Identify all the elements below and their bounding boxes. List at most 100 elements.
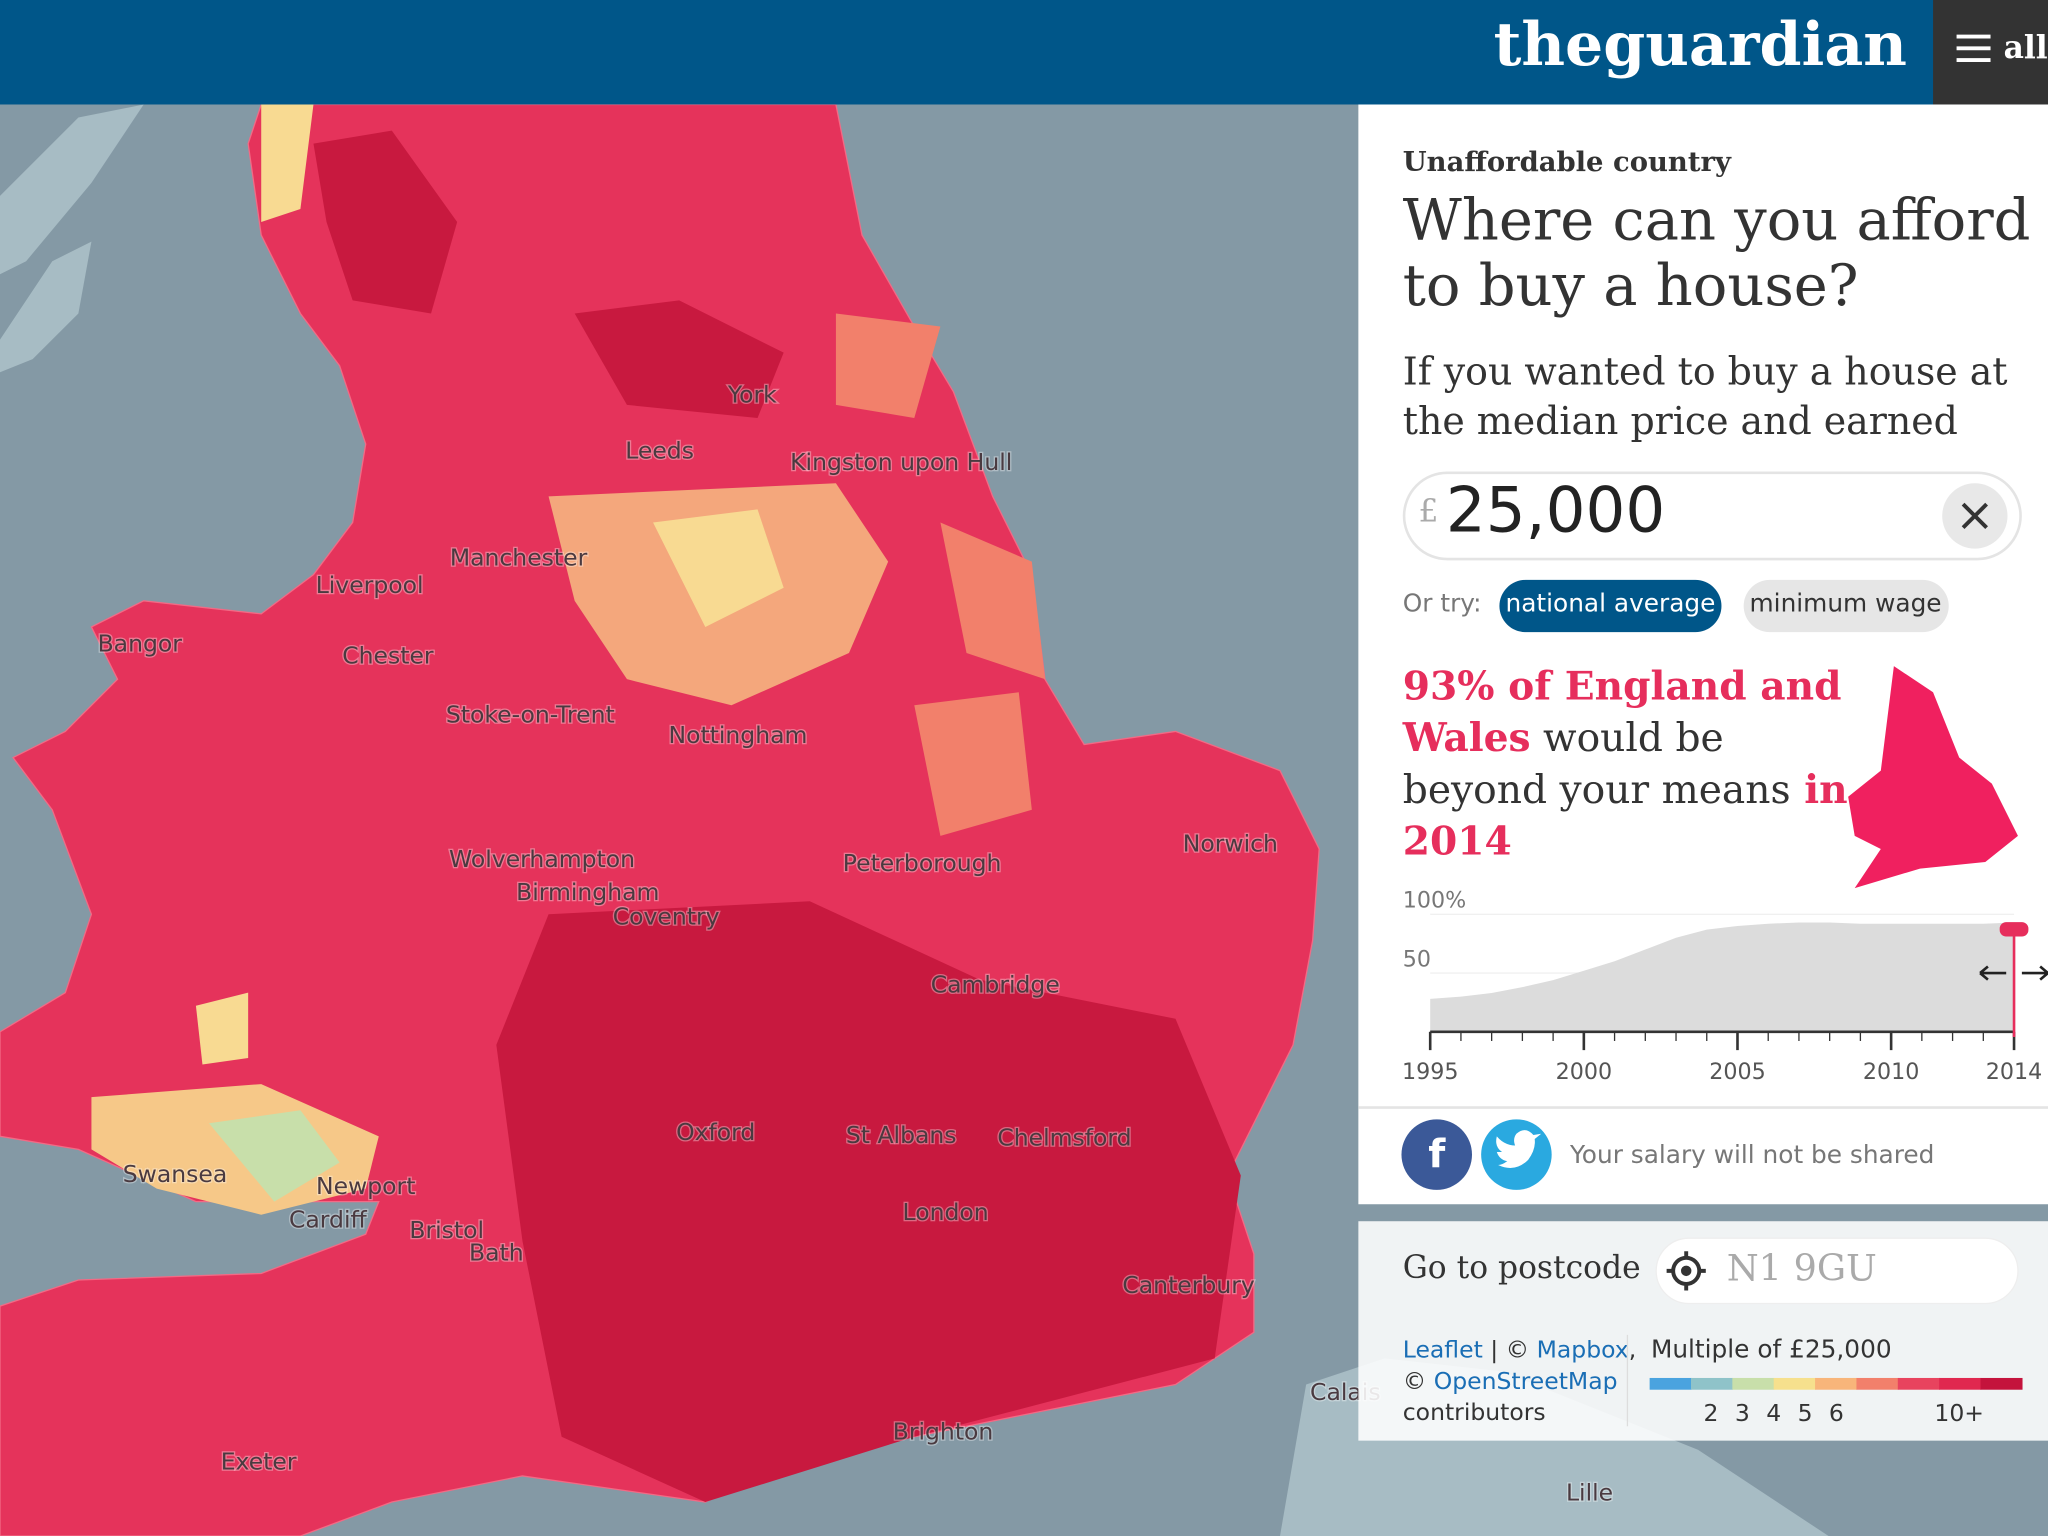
legend-swatch (1649, 1377, 1692, 1390)
intro: the median price and earned (1403, 399, 1958, 443)
attribution: Leaflet | © Mapbox, © OpenStreetMap contri… (1403, 1335, 1636, 1426)
legend-label: 4 (1766, 1399, 1781, 1427)
attribution-text: contributors (1403, 1398, 1546, 1426)
map-label: Canterbury (1122, 1271, 1255, 1299)
currency-symbol: £ (1418, 494, 1438, 530)
result-text: 93% of England and Wales would be beyond y… (1402, 664, 1848, 865)
map-label: Oxford (676, 1118, 755, 1146)
map-region-dark (313, 130, 458, 314)
legend-swatch (1856, 1377, 1899, 1390)
map-label: York (727, 380, 777, 408)
map-region-dark (496, 901, 1241, 1503)
attribution-link[interactable]: Leaflet (1403, 1335, 1483, 1363)
map-label: Cardiff (289, 1206, 368, 1234)
legend-swatch (1980, 1377, 2023, 1390)
menu-label[interactable]: all (2004, 30, 2048, 66)
map-region-light (208, 1110, 340, 1202)
x-tick-label: 2005 (1709, 1059, 1765, 1085)
map-label: Peterborough (843, 849, 1002, 877)
legend-swatch (1815, 1377, 1858, 1390)
map-label: Coventry (613, 903, 720, 931)
suggestion-label[interactable]: national average (1506, 589, 1716, 618)
map-region-light (835, 313, 941, 418)
land-ireland (0, 104, 144, 275)
facebook-button[interactable] (1401, 1119, 1472, 1190)
map-label: Swansea (123, 1160, 228, 1188)
legend-label: 10+ (1934, 1399, 1984, 1427)
map-labels: York Leeds Kingston upon Hull Manchester Liv… (96, 379, 1614, 1508)
salary-input[interactable] (1402, 471, 2022, 561)
map-label: Bangor (98, 630, 183, 658)
result-segment: beyond your means (1403, 768, 1791, 813)
y-tick-label: 50 (1403, 947, 1431, 973)
result-line: beyond your means in (1403, 767, 1848, 813)
result-segment: in (1791, 767, 1848, 813)
legend-title: Multiple of £25,000 (1651, 1335, 1892, 1364)
legend: 2 3 4 5 6 10+ (1649, 1377, 2023, 1427)
attribution-text: | © (1483, 1335, 1537, 1363)
map-region-light (261, 104, 314, 223)
map-label: Newport (316, 1172, 415, 1200)
map-label: Nottingham (668, 721, 807, 749)
logo[interactable]: theguardian (1494, 10, 1907, 80)
slider-handle[interactable] (1999, 922, 2029, 937)
salary-value[interactable]: 25,000 (1446, 474, 1665, 547)
map-label: Chelmsford (997, 1123, 1131, 1151)
headline: Where can you afford (1403, 187, 2031, 254)
map-region-light (195, 992, 249, 1065)
map-label: Cambridge (931, 971, 1060, 999)
result-segment: Wales (1402, 715, 1531, 761)
map-label: Wolverhampton (449, 845, 635, 873)
map-label: Bath (469, 1238, 524, 1266)
affordability-chart: 100% 50 1995 2000 2005 2010 2014 (1402, 888, 2048, 1085)
result-segment: 2014 (1403, 818, 1512, 864)
suggestion-button[interactable] (1499, 579, 1722, 633)
map-label: Manchester (450, 544, 588, 572)
legend-label: 5 (1798, 1399, 1813, 1427)
map-label: Birmingham (516, 878, 659, 906)
result-line: 93% of England and (1403, 664, 1842, 710)
map-region-light (914, 692, 1032, 836)
attribution-line: © OpenStreetMap (1403, 1366, 1618, 1394)
menu-button[interactable] (1933, 0, 2048, 105)
or-try: Or try: (1403, 589, 1482, 618)
legend-label: 3 (1735, 1399, 1750, 1427)
x-tick-label: 2010 (1863, 1059, 1919, 1085)
attribution-line: contributors (1403, 1398, 1546, 1426)
map-label: London (903, 1198, 989, 1226)
result-line: Wales would be (1402, 715, 1724, 761)
map-label: St Albans (846, 1121, 957, 1149)
suggestion-button[interactable] (1743, 579, 1949, 633)
map-label: Lille (1566, 1479, 1613, 1507)
share-note: Your salary will not be shared (1569, 1140, 1934, 1169)
result-segment: would be (1531, 716, 1724, 761)
map-label: Brighton (893, 1417, 994, 1445)
headline: to buy a house? (1403, 252, 1859, 319)
result-line: 2014 (1403, 818, 1512, 864)
attribution-link[interactable]: OpenStreetMap (1434, 1366, 1618, 1394)
legend-swatch (1732, 1377, 1775, 1390)
locate-icon-dot (1680, 1265, 1692, 1277)
attribution-text: , (1629, 1335, 1636, 1363)
slider-arrows (1979, 965, 2048, 981)
attribution-link[interactable]: Mapbox (1537, 1335, 1629, 1363)
map-label: Kingston upon Hull (790, 448, 1012, 476)
attribution-text: © (1403, 1366, 1434, 1394)
clear-icon (1961, 502, 1988, 530)
legend-swatch (1773, 1377, 1816, 1390)
y-tick-label: 100% (1403, 888, 1466, 914)
land-ireland (0, 241, 92, 373)
map-label: Chester (342, 641, 434, 669)
menu-icon (1956, 34, 1991, 63)
postcode-placeholder: N1 9GU (1727, 1246, 1877, 1289)
intro: If you wanted to buy a house at (1403, 349, 2008, 393)
postcode-label: Go to postcode (1403, 1250, 1641, 1286)
legend-swatch (1690, 1377, 1734, 1390)
map-label: Leeds (625, 436, 694, 464)
map-label: Norwich (1183, 830, 1278, 858)
suggestion-label[interactable]: minimum wage (1750, 589, 1942, 618)
postcode-input[interactable] (1655, 1237, 2019, 1305)
map-label: Exeter (221, 1447, 297, 1475)
